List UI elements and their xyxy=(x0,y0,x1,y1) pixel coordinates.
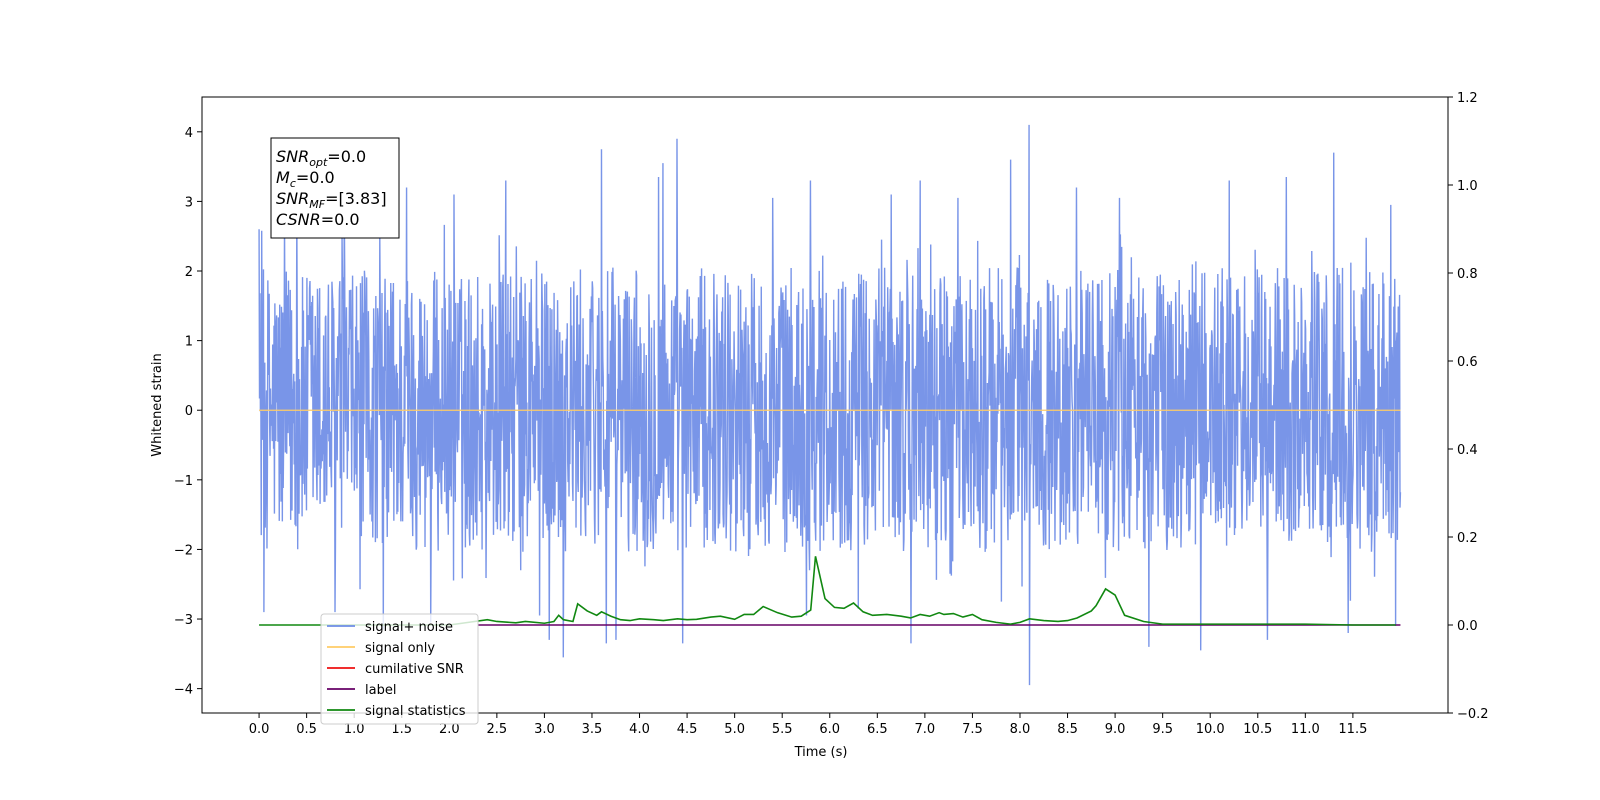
y-tick-label: −4 xyxy=(174,683,193,698)
x-tick-label: 5.0 xyxy=(724,722,745,737)
legend-label: signal+ noise xyxy=(365,620,453,635)
y2-tick-label: 0.6 xyxy=(1457,355,1478,370)
y2-tick-label: 0.8 xyxy=(1457,267,1478,282)
x-tick-label: 7.0 xyxy=(915,722,936,737)
x-tick-label: 0.5 xyxy=(296,722,317,737)
x-tick-label: 2.0 xyxy=(439,722,460,737)
y-tick-label: 1 xyxy=(185,335,193,350)
x-tick-label: 6.5 xyxy=(867,722,888,737)
x-tick-label: 0.0 xyxy=(249,722,270,737)
legend-label: cumilative SNR xyxy=(365,662,464,677)
y-tick-label: 0 xyxy=(185,404,193,419)
axes-frame xyxy=(201,96,1449,714)
legend-label: signal statistics xyxy=(365,704,466,719)
legend-item: cumilative SNR xyxy=(327,662,464,677)
x-axis-title: Time (s) xyxy=(794,745,848,760)
y2-tick-label: 0.4 xyxy=(1457,443,1478,458)
y-tick-label: −1 xyxy=(174,474,193,489)
y-tick-label: −3 xyxy=(174,613,193,628)
x-tick-label: 11.0 xyxy=(1291,722,1320,737)
y-tick-label: 2 xyxy=(185,265,193,280)
y-axis: −4 −3 −2 −1 0 1 2 3 4 xyxy=(174,126,202,698)
x-tick-label: 1.0 xyxy=(344,722,365,737)
y-tick-label: 3 xyxy=(185,195,193,210)
x-tick-label: 11.5 xyxy=(1338,722,1367,737)
y-axis-title: Whitened strain xyxy=(150,353,165,456)
y2-axis: −0.2 0.0 0.2 0.4 0.6 0.8 1.0 1.2 xyxy=(1448,91,1489,722)
plot-area xyxy=(258,124,1402,686)
legend-label: signal only xyxy=(365,641,435,656)
legend-label: label xyxy=(365,683,396,698)
stats-annotation-line: SNRMF=[3.83] xyxy=(276,189,387,211)
y2-tick-label: 1.0 xyxy=(1457,179,1478,194)
x-tick-label: 5.5 xyxy=(772,722,793,737)
x-tick-label: 1.5 xyxy=(391,722,412,737)
x-tick-label: 3.0 xyxy=(534,722,555,737)
x-tick-label: 8.5 xyxy=(1057,722,1078,737)
legend-frame xyxy=(320,613,479,725)
y2-tick-label: 1.2 xyxy=(1457,91,1478,106)
y2-tick-label: 0.2 xyxy=(1457,531,1478,546)
legend: signal+ noise signal only cumilative SNR la… xyxy=(320,613,479,725)
x-tick-label: 9.5 xyxy=(1152,722,1173,737)
x-tick-label: 7.5 xyxy=(962,722,983,737)
legend-items: signal+ noise signal only cumilative SNR la… xyxy=(327,620,466,719)
stats-annotation-line: CSNR=0.0 xyxy=(276,210,360,229)
x-tick-label: 10.5 xyxy=(1243,722,1272,737)
x-tick-label: 8.0 xyxy=(1010,722,1031,737)
x-axis: 0.0 0.5 1.0 1.5 2.0 2.5 3.0 3.5 4.0 4.5 5.0 5.5 6.0 6… xyxy=(249,713,1367,737)
y2-tick-label: 0.0 xyxy=(1457,619,1478,634)
y-tick-label: 4 xyxy=(185,126,193,141)
x-tick-label: 3.5 xyxy=(582,722,603,737)
legend-item: label xyxy=(327,683,396,698)
x-tick-label: 4.5 xyxy=(677,722,698,737)
stats-annotation-line: Mc=0.0 xyxy=(276,168,335,190)
series-signal-statistics-line xyxy=(259,556,1396,626)
legend-item: signal only xyxy=(327,641,435,656)
y-tick-label: −2 xyxy=(174,543,193,558)
x-tick-label: 9.0 xyxy=(1105,722,1126,737)
stats-annotation-line: SNRopt=0.0 xyxy=(276,147,366,169)
series-signal-noise-line xyxy=(258,124,1402,686)
x-tick-label: 4.0 xyxy=(629,722,650,737)
legend-item: signal statistics xyxy=(327,704,466,719)
y2-tick-label: −0.2 xyxy=(1457,707,1489,722)
legend-item: signal+ noise xyxy=(327,620,453,635)
stats-annotation-frame xyxy=(270,137,400,239)
x-tick-label: 2.5 xyxy=(487,722,508,737)
x-tick-label: 6.0 xyxy=(819,722,840,737)
x-tick-label: 10.0 xyxy=(1196,722,1225,737)
